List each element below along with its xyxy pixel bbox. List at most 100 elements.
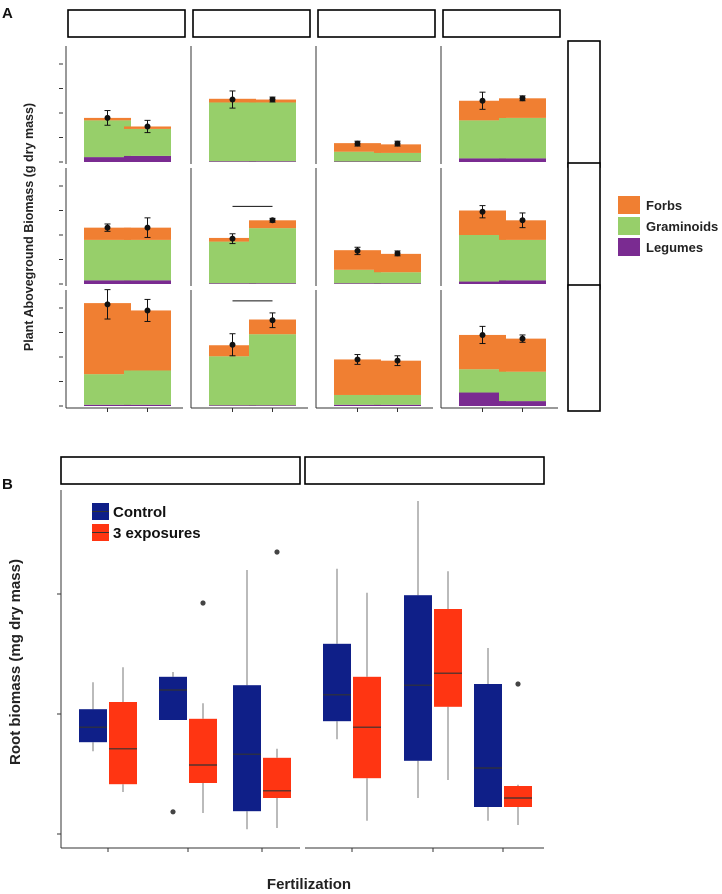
bar-graminoids-low-day-90-kocide [249, 228, 296, 284]
bar-graminoids-ambient-day-90-control [209, 102, 256, 162]
panel-b-y-label: Root biomass (mg dry mass) [7, 559, 24, 765]
legend-panel-a: Forbs Graminoids Legumes [618, 196, 718, 256]
mean-point-ambient-day-90-control [229, 96, 236, 103]
bar-legumes-ambient-day-15-control [84, 157, 131, 162]
box-facet-1-low-control [404, 595, 432, 761]
bar-forbs-high-day-170-kocide [374, 360, 421, 395]
bar-forbs-low-day-170-control [334, 250, 381, 270]
bar-legumes-low-day-170-control [334, 283, 381, 284]
bar-legumes-low-day-90-kocide [249, 283, 296, 284]
bar-graminoids-high-day-90-kocide [249, 334, 296, 406]
legend-swatch-graminoids [618, 217, 640, 235]
mean-point-ambient-day-365-kocide [519, 95, 526, 102]
bar-forbs-low-day-170-kocide [374, 253, 421, 273]
bar-graminoids-low-day-90-control [209, 241, 256, 284]
bar-forbs-ambient-day-365-kocide [499, 98, 546, 118]
legend-swatch-legumes [618, 238, 640, 256]
bar-forbs-high-day-170-control [334, 359, 381, 395]
bar-legumes-ambient-day-90-control [209, 161, 256, 162]
box-facet-1-ambient-control [323, 643, 351, 722]
bar-legumes-high-day-15-kocide [124, 404, 171, 406]
mean-point-low-day-90-control [229, 235, 236, 242]
panel-b-x-label: Fertilization [267, 876, 351, 893]
bar-graminoids-low-day-365-kocide [499, 239, 546, 281]
bar-graminoids-ambient-day-365-control [459, 120, 506, 159]
facet-strip-1 [304, 456, 545, 485]
column-strip-day-365 [442, 9, 561, 38]
bar-graminoids-low-day-170-control [334, 269, 381, 284]
panel-b-label: B [2, 476, 13, 493]
bar-legumes-high-day-15-control [84, 404, 131, 406]
mean-point-high-day-90-kocide [269, 317, 276, 324]
mean-point-low-day-365-control [479, 208, 486, 215]
mean-point-high-day-15-control [104, 301, 111, 308]
bar-legumes-low-day-365-control [459, 281, 506, 284]
bar-legumes-high-day-365-control [459, 392, 506, 406]
mean-point-ambient-day-170-control [354, 140, 361, 147]
bar-graminoids-high-day-90-control [209, 356, 256, 406]
panel-a-plot [59, 9, 601, 412]
bar-graminoids-ambient-day-15-kocide [124, 128, 171, 156]
panel-b-plot [57, 456, 545, 852]
bar-forbs-low-day-365-kocide [499, 220, 546, 240]
column-strip-day-170 [317, 9, 436, 38]
panel-a-label: A [2, 5, 13, 22]
mean-point-ambient-day-170-kocide [394, 140, 401, 147]
mean-point-low-day-15-kocide [144, 224, 151, 231]
bar-legumes-high-day-365-kocide [499, 401, 546, 406]
mean-point-ambient-day-90-kocide [269, 96, 276, 103]
bar-legumes-low-day-15-kocide [124, 280, 171, 284]
bar-legumes-high-day-90-control [209, 405, 256, 406]
mean-point-high-day-365-kocide [519, 335, 526, 342]
bar-graminoids-ambient-day-90-kocide [249, 102, 296, 162]
bar-graminoids-high-day-15-kocide [124, 370, 171, 405]
bar-graminoids-ambient-day-15-control [84, 120, 131, 158]
bar-legumes-low-day-365-kocide [499, 280, 546, 284]
box-facet-0-ambient-control [79, 709, 107, 743]
box-facet-0-high-control [233, 685, 261, 812]
bar-legumes-low-day-170-kocide [374, 283, 421, 284]
legend-label-exposures: 3 exposures [113, 525, 201, 542]
legend-label-control: Control [113, 504, 166, 521]
legend-swatch-forbs [618, 196, 640, 214]
mean-point-high-day-365-control [479, 331, 486, 338]
mean-point-high-day-90-control [229, 341, 236, 348]
legend-panel-b: Control 3 exposures [92, 503, 201, 542]
outlier-facet-0-low-control-0 [170, 809, 176, 815]
box-facet-0-high-3-exposures [263, 757, 291, 798]
bar-forbs-low-day-15-control [84, 227, 131, 240]
mean-point-ambient-day-365-control [479, 97, 486, 104]
row-strip-high [567, 284, 601, 412]
column-strip-day-15 [67, 9, 186, 38]
legend-label-graminoids: Graminoids [646, 219, 718, 234]
box-facet-0-low-control [159, 676, 187, 720]
bar-legumes-low-day-90-control [209, 283, 256, 284]
facet-strip-0 [60, 456, 301, 485]
bar-legumes-ambient-day-15-kocide [124, 155, 171, 162]
box-facet-1-high-3-exposures [504, 786, 532, 807]
bar-forbs-ambient-day-170-kocide [374, 144, 421, 153]
bar-graminoids-low-day-170-kocide [374, 272, 421, 284]
bar-forbs-ambient-day-170-control [334, 143, 381, 152]
mean-point-ambient-day-15-kocide [144, 123, 151, 130]
bar-forbs-ambient-day-365-control [459, 100, 506, 121]
mean-point-low-day-170-kocide [394, 250, 401, 257]
bar-graminoids-ambient-day-170-kocide [374, 152, 421, 162]
mean-point-ambient-day-15-control [104, 114, 111, 121]
box-facet-1-high-control [474, 684, 502, 807]
bar-legumes-ambient-day-90-kocide [249, 161, 296, 162]
mean-point-low-day-170-control [354, 247, 361, 254]
bar-graminoids-high-day-365-control [459, 369, 506, 393]
mean-point-high-day-170-kocide [394, 357, 401, 364]
bar-legumes-ambient-day-365-control [459, 158, 506, 162]
box-facet-0-low-3-exposures [189, 718, 217, 783]
mean-point-high-day-15-kocide [144, 307, 151, 314]
outlier-facet-0-low-3-exposures-0 [200, 600, 206, 606]
outlier-facet-1-high-3-exposures-0 [515, 681, 521, 687]
bar-legumes-ambient-day-365-kocide [499, 158, 546, 162]
mean-point-low-day-365-kocide [519, 217, 526, 224]
bar-forbs-high-day-365-kocide [499, 338, 546, 372]
bar-graminoids-high-day-170-kocide [374, 394, 421, 405]
bar-graminoids-low-day-365-control [459, 235, 506, 282]
